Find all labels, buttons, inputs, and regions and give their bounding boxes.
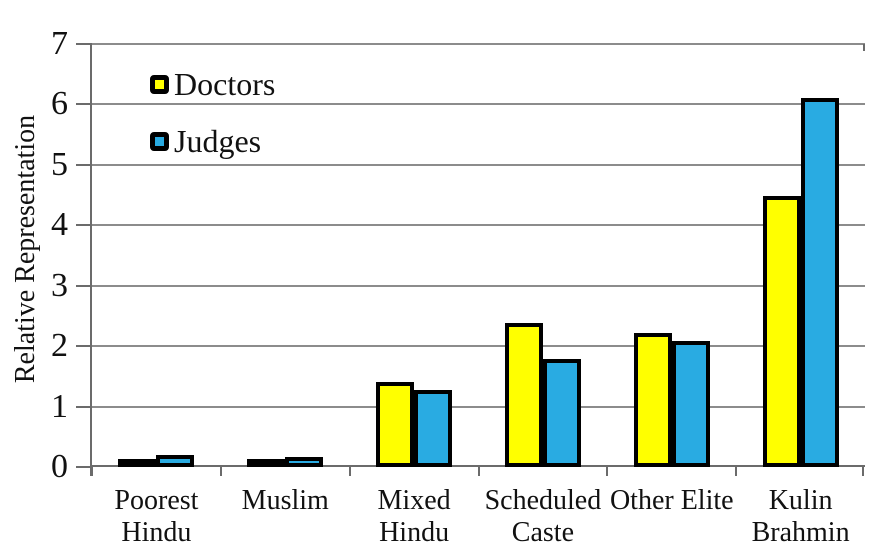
axis-end-tick	[863, 44, 865, 51]
y-tick-label-1: 1	[51, 387, 68, 425]
category-label-other-elite: Other Elite	[592, 485, 752, 517]
category-label-line: Poorest	[114, 485, 199, 516]
y-tick-label-0: 0	[51, 448, 68, 485]
gridline-7	[92, 43, 865, 45]
legend-label-judges: Judges	[174, 123, 262, 159]
bar-judges-scheduled-caste	[542, 359, 581, 467]
x-axis-boundary-tick	[91, 465, 93, 476]
category-label-scheduled-caste: Scheduled Caste	[463, 485, 623, 549]
bar-doctors-scheduled-caste	[504, 323, 543, 467]
y-axis-tick-6	[76, 103, 92, 106]
category-label-line: Hindu	[121, 517, 192, 548]
bar-doctors-mixed-hindu	[376, 382, 415, 467]
category-label-poorest-hindu: Poorest Hindu	[76, 485, 236, 549]
y-axis-tick-3	[76, 284, 92, 287]
y-axis-tick-4	[76, 224, 92, 227]
y-axis-tick-0	[76, 466, 92, 468]
x-axis-boundary-tick	[606, 465, 609, 476]
bar-judges-muslim	[285, 457, 324, 467]
y-axis-tick-2	[76, 345, 92, 348]
category-label-line: Mixed	[377, 485, 451, 516]
x-axis-boundary-tick	[862, 465, 864, 476]
gridline-1	[92, 405, 865, 408]
bar-judges-poorest-hindu	[156, 455, 195, 467]
y-tick-label-4: 4	[51, 206, 68, 244]
category-label-line: Kulin	[768, 485, 833, 516]
category-label-muslim: Muslim	[205, 485, 365, 517]
legend-item-doctors: Doctors	[150, 66, 275, 102]
category-label-line: Brahmin	[751, 517, 850, 548]
y-tick-label-5: 5	[51, 145, 68, 183]
y-tick-label-7: 7	[51, 25, 68, 62]
bar-doctors-kulin-brahmin	[762, 196, 801, 467]
bar-doctors-muslim	[247, 459, 286, 467]
y-axis-line	[90, 44, 92, 476]
doctors-swatch-icon	[150, 74, 169, 94]
x-axis-boundary-tick	[348, 465, 351, 476]
judges-swatch-icon	[150, 131, 169, 151]
plot-area: Doctors Judges 0 1 2 3 4 5 6 7 Poorest Hindu Musli…	[51, 25, 865, 548]
bar-doctors-other-elite	[633, 333, 672, 467]
gridline-6	[92, 103, 865, 106]
category-label-mixed-hindu: Mixed Hindu	[334, 485, 494, 549]
gridline-2	[92, 345, 865, 348]
y-axis-tick-7	[76, 43, 92, 45]
gridline-4	[92, 224, 865, 227]
y-tick-label-3: 3	[51, 266, 68, 304]
bar-judges-kulin-brahmin	[800, 98, 839, 467]
bar-judges-mixed-hindu	[414, 390, 453, 467]
category-label-line: Hindu	[379, 517, 450, 548]
bar-doctors-poorest-hindu	[118, 459, 157, 467]
y-axis-tick-5	[76, 163, 92, 166]
bar-judges-other-elite	[671, 341, 710, 467]
legend-label-doctors: Doctors	[174, 66, 276, 102]
x-axis-boundary-tick	[477, 465, 480, 476]
x-axis-boundary-tick	[219, 465, 222, 476]
category-label-line: Caste	[511, 517, 575, 548]
y-tick-label-2: 2	[51, 327, 68, 365]
y-tick-label-6: 6	[51, 85, 68, 123]
gridline-5	[92, 163, 865, 166]
category-label-line: Other Elite	[609, 485, 734, 516]
x-axis-line	[92, 465, 865, 467]
legend-item-judges: Judges	[150, 123, 261, 159]
category-label-kulin-brahmin: Kulin Brahmin	[721, 485, 880, 549]
gridline-3	[92, 284, 865, 287]
category-label-line: Muslim	[241, 485, 329, 516]
category-label-line: Scheduled	[484, 485, 602, 516]
x-axis-boundary-tick	[735, 465, 738, 476]
y-axis-tick-1	[76, 405, 92, 408]
